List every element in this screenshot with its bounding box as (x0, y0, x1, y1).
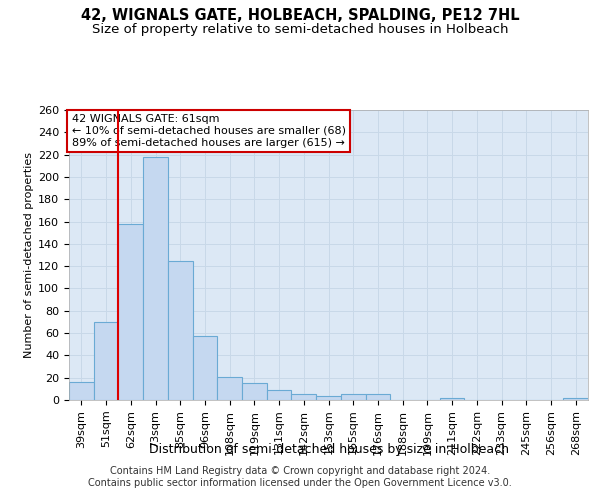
Text: 42, WIGNALS GATE, HOLBEACH, SPALDING, PE12 7HL: 42, WIGNALS GATE, HOLBEACH, SPALDING, PE… (80, 8, 520, 22)
Bar (69, 382, 94, 400)
Bar (316, 396, 341, 400)
Bar (242, 384, 267, 400)
Bar (143, 157, 168, 400)
Bar (365, 394, 390, 400)
Y-axis label: Number of semi-detached properties: Number of semi-detached properties (24, 152, 34, 358)
Bar (563, 398, 588, 400)
Bar (118, 224, 143, 400)
Bar (94, 322, 118, 400)
Text: Size of property relative to semi-detached houses in Holbeach: Size of property relative to semi-detach… (92, 22, 508, 36)
Text: Distribution of semi-detached houses by size in Holbeach: Distribution of semi-detached houses by … (149, 442, 509, 456)
Bar (267, 390, 292, 400)
Text: 42 WIGNALS GATE: 61sqm
← 10% of semi-detached houses are smaller (68)
89% of sem: 42 WIGNALS GATE: 61sqm ← 10% of semi-det… (71, 114, 346, 148)
Bar (341, 394, 365, 400)
Bar (292, 394, 316, 400)
Text: Contains HM Land Registry data © Crown copyright and database right 2024.
Contai: Contains HM Land Registry data © Crown c… (88, 466, 512, 487)
Bar (440, 398, 464, 400)
Bar (168, 260, 193, 400)
Bar (193, 336, 217, 400)
Bar (217, 376, 242, 400)
